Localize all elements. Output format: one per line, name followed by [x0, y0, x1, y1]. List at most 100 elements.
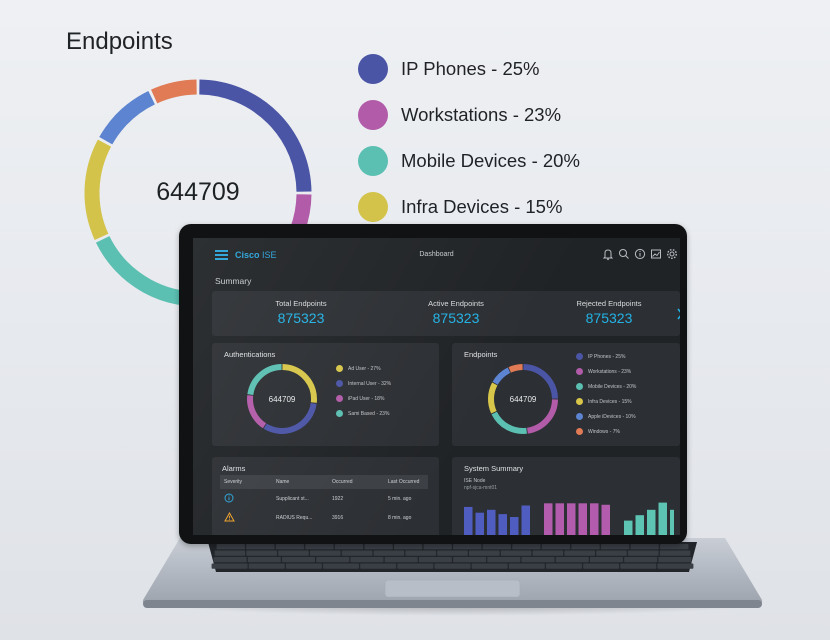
occurred-cell: 1922 [332, 495, 344, 502]
kpi-rejected-endpoints[interactable]: Rejected Endpoints 875323 [549, 299, 669, 326]
legend-dot [358, 146, 388, 176]
chevron-right-icon[interactable] [676, 308, 680, 320]
legend-label: Workstations - 23% [401, 104, 562, 125]
keyboard-key [282, 557, 316, 563]
keyboard-key [658, 557, 692, 563]
kpi-value: 875323 [432, 310, 480, 326]
last-occurred-cell: 8 min. ago [388, 514, 412, 521]
keyboard-key [500, 550, 532, 556]
column-header[interactable]: Severity [220, 475, 272, 489]
legend-item-infra-devices: Infra Devices - 15% [358, 184, 580, 230]
donut-segment [282, 364, 317, 403]
keyboard-key [624, 557, 658, 563]
bar [624, 520, 633, 535]
app-brand[interactable]: Cisco ISE [235, 250, 277, 260]
donut-segment [151, 79, 197, 104]
endpoints-total: 644709 [156, 178, 240, 206]
donut-segment [247, 395, 267, 429]
legend-label: Mobile Devices - 20% [588, 383, 637, 390]
keyboard-key [469, 550, 500, 556]
column-header[interactable]: Last Occurred [384, 475, 428, 489]
legend-item: IP Phones - 25% [576, 353, 625, 360]
keyboard-key [393, 544, 423, 550]
keyboard-key [583, 563, 620, 569]
help-icon[interactable] [633, 247, 647, 261]
keyboard-key [373, 550, 405, 556]
keyboard-key [600, 544, 630, 550]
legend-label: Workstations - 23% [588, 368, 632, 375]
donut-segment [263, 402, 317, 434]
keyboard-key [437, 550, 468, 556]
chart-icon[interactable] [649, 247, 663, 261]
bar [555, 503, 564, 535]
bar [578, 503, 587, 535]
column-header[interactable]: Name [272, 475, 328, 489]
summary-card: Total Endpoints 875323 Active Endpoints … [212, 291, 680, 336]
trackpad[interactable] [384, 579, 521, 598]
severity-cell [220, 489, 272, 508]
keyboard-key [305, 544, 334, 550]
system-summary-bar-chart [464, 502, 674, 535]
keyboard [211, 544, 694, 569]
keyboard-key [275, 544, 305, 550]
bar [510, 517, 519, 535]
warning-icon [224, 511, 235, 521]
legend-dot [576, 368, 583, 375]
donut-segment [523, 364, 558, 399]
card-title: Alarms [222, 464, 246, 473]
keyboard-key [364, 544, 393, 550]
keyboard-key [541, 544, 571, 550]
keyboard-key [384, 557, 418, 563]
keyboard-key [247, 557, 281, 563]
bar [647, 509, 656, 535]
keyboard-key [545, 563, 582, 569]
keyboard-key [596, 550, 627, 556]
last-occurred-cell: 5 min. ago [388, 495, 412, 502]
keyboard-key [211, 563, 248, 569]
legend-label: IP Phones - 25% [588, 353, 626, 360]
column-header[interactable]: Occurred [328, 475, 384, 489]
node-name[interactable]: npf-sjca-mnt01 [464, 485, 498, 491]
donut-segment [526, 399, 558, 434]
kpi-value: 875323 [277, 310, 325, 326]
bar [487, 509, 496, 535]
kpi-value: 875323 [585, 310, 633, 326]
legend-dot [576, 413, 583, 420]
legend-item: Workstations - 23% [576, 368, 631, 375]
search-icon[interactable] [617, 247, 631, 261]
menu-icon[interactable] [215, 250, 228, 260]
bar [498, 514, 507, 535]
donut-segment [199, 79, 312, 192]
legend-dot [336, 380, 343, 387]
keyboard-key [508, 563, 545, 569]
legend-label: Infra Devices - 15% [588, 398, 632, 405]
keyboard-key [341, 550, 373, 556]
keyboard-key [214, 550, 246, 556]
legend-label: Internal User - 32% [348, 380, 392, 387]
occurred-cell: 3916 [332, 514, 344, 521]
legend-label: Ad User - 27% [348, 365, 381, 372]
bar [521, 505, 530, 535]
table-row[interactable]: Supplicant st... 1922 5 min. ago [220, 489, 428, 508]
keyboard-key [659, 550, 691, 556]
keyboard-key [246, 550, 277, 556]
keyboard-key [628, 550, 659, 556]
legend-item: Ad User - 27% [336, 365, 381, 372]
card-title: Endpoints [464, 350, 498, 359]
kpi-total-endpoints[interactable]: Total Endpoints 875323 [241, 299, 361, 326]
gear-icon[interactable] [665, 247, 679, 261]
legend-label: IP Phones - 25% [401, 58, 540, 79]
legend-dot [336, 365, 343, 372]
bell-icon[interactable] [601, 247, 615, 261]
keyboard-key [213, 557, 247, 563]
system-summary-card: System Summary ISE Node npf-sjca-mnt01 [452, 457, 680, 535]
keyboard-key [487, 557, 521, 563]
bar [658, 502, 667, 535]
legend-dot [576, 398, 583, 405]
card-title: Authentications [224, 350, 276, 359]
legend-label: Apple iDevices - 10% [588, 413, 636, 420]
table-row[interactable]: RADIUS Requ... 3916 8 min. ago [220, 508, 428, 527]
keyboard-key [630, 544, 659, 550]
kpi-active-endpoints[interactable]: Active Endpoints 875323 [396, 299, 516, 326]
summary-heading: Summary [215, 276, 252, 286]
